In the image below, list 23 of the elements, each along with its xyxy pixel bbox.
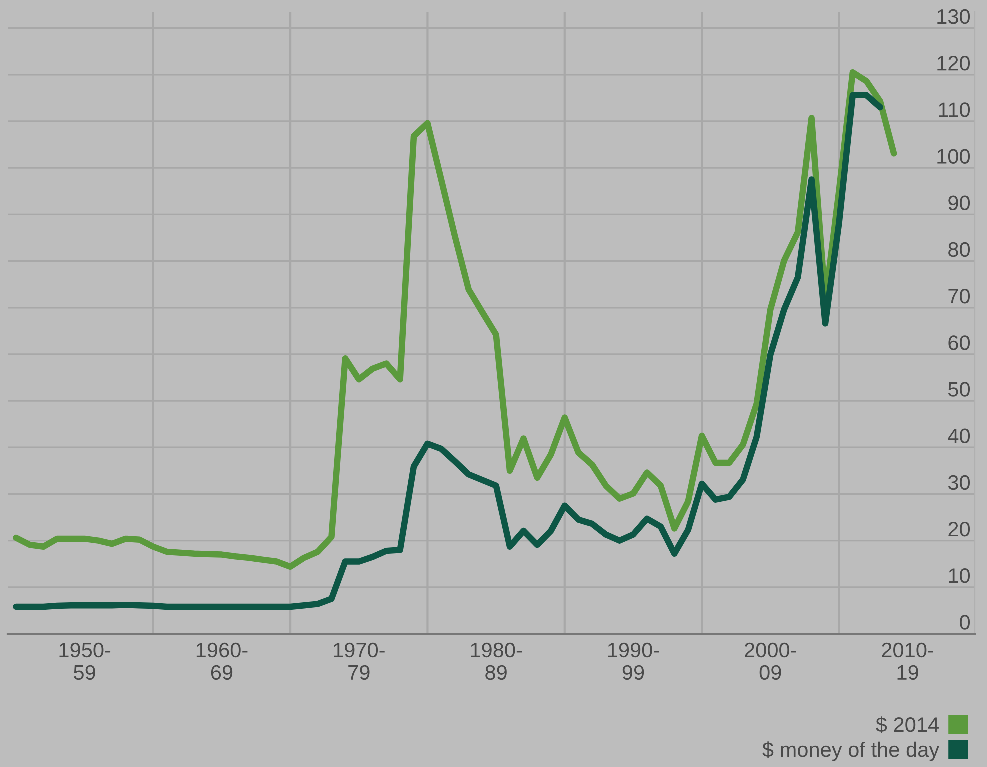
y-tick-label: 80 <box>948 242 970 258</box>
x-tick-label: 1950- 59 <box>60 642 111 680</box>
x-tick-label: 1960- 69 <box>196 642 248 680</box>
x-tick-label: 1990- 99 <box>608 642 660 680</box>
y-tick-label: 70 <box>948 288 970 304</box>
y-tick-label: 20 <box>948 522 970 537</box>
x-tick-label: 2010- 19 <box>882 642 934 680</box>
legend-label: $ money of the day <box>762 742 940 762</box>
x-tick-label: 2000- 09 <box>745 642 796 680</box>
y-tick-label: 30 <box>948 475 970 490</box>
y-tick-label: 120 <box>938 56 970 71</box>
x-tick-label: 1970- 79 <box>334 642 385 680</box>
y-tick-label: 130 <box>938 9 970 24</box>
y-tick-label: 0 <box>960 615 970 630</box>
y-tick-label: 100 <box>938 149 970 164</box>
y-tick-label: 40 <box>948 428 970 444</box>
x-tick-label: 1980- 89 <box>471 642 522 680</box>
y-tick-label: 10 <box>949 568 970 584</box>
y-tick-label: 60 <box>948 336 970 350</box>
y-tick-label: 50 <box>948 382 970 397</box>
y-tick-label: 110 <box>939 102 970 118</box>
legend-label: $ 2014 <box>876 716 939 734</box>
y-tick-label: 90 <box>948 196 970 211</box>
